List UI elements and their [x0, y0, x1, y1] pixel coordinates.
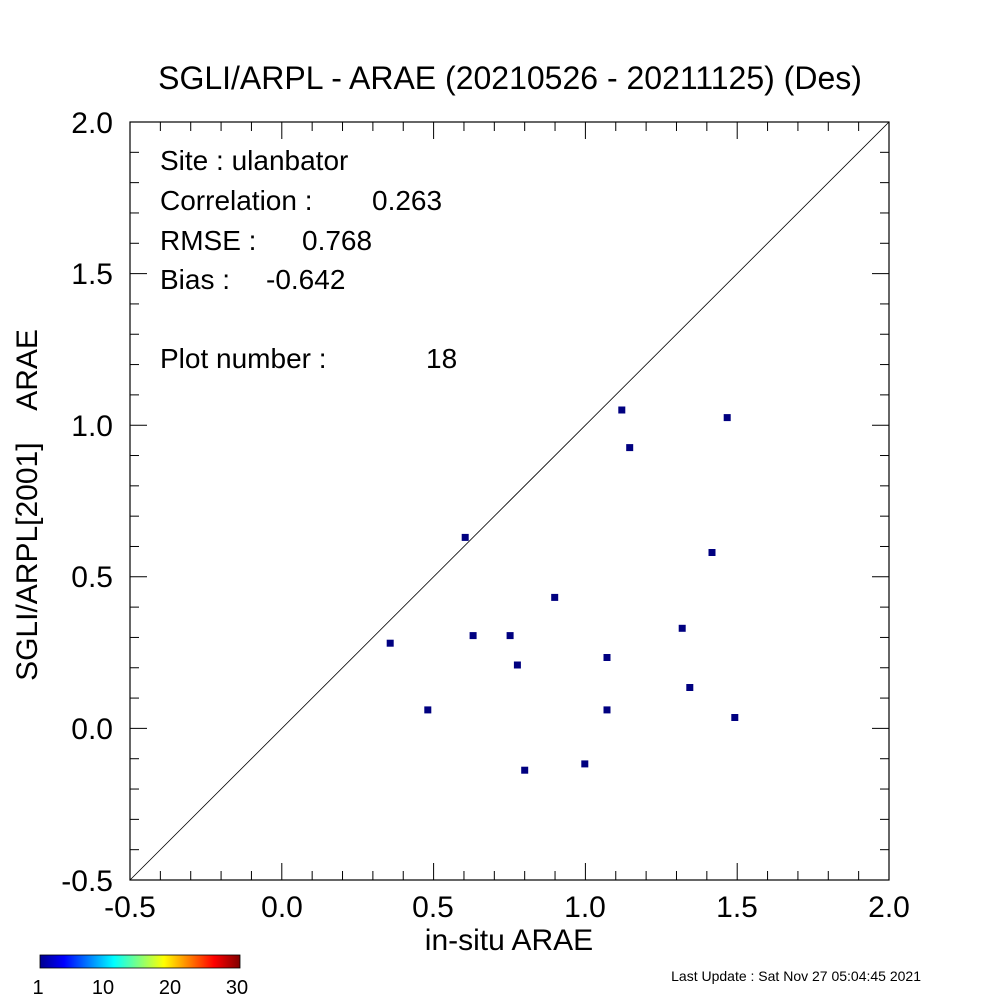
- rmse-label: RMSE :: [160, 225, 256, 256]
- y-tick-label: 2.0: [71, 107, 113, 140]
- data-point: [678, 624, 686, 632]
- last-update-text: Last Update : Sat Nov 27 05:04:45 2021: [671, 968, 921, 984]
- data-point: [731, 714, 739, 721]
- data-point: [386, 639, 394, 647]
- y-tick-label: 1.5: [71, 258, 113, 291]
- data-points: [386, 406, 739, 774]
- data-point: [603, 706, 611, 714]
- data-point: [723, 414, 731, 422]
- colorbar-tick-label: 30: [226, 977, 248, 999]
- colorbar-tick-labels: 1 10 20 30: [32, 977, 248, 999]
- one-to-one-line: [129, 121, 890, 881]
- data-point: [618, 406, 626, 414]
- x-tick-label: 1.5: [716, 891, 758, 924]
- colorbar: [39, 954, 241, 969]
- y-axis-label: SGLI/ARPL[2001] ARAE: [11, 329, 44, 681]
- stats-annotation: Site : ulanbator Correlation : 0.263 RMS…: [160, 145, 457, 374]
- data-point: [581, 760, 589, 768]
- y-tick-label: 0.0: [71, 713, 113, 746]
- bias-value: -0.642: [266, 264, 345, 295]
- correlation-label: Correlation :: [160, 185, 313, 216]
- data-point: [521, 766, 529, 774]
- data-point: [469, 632, 477, 640]
- colorbar-tick-label: 20: [159, 977, 181, 999]
- site-label: Site : ulanbator: [160, 145, 348, 176]
- x-tick-labels: -0.5 0.0 0.5 1.0 1.5 2.0: [104, 891, 910, 924]
- y-tick-label: 0.5: [71, 561, 113, 594]
- x-tick-label: 1.0: [564, 891, 606, 924]
- bias-label: Bias :: [160, 264, 230, 295]
- y-tick-label: -0.5: [61, 865, 113, 898]
- data-point: [424, 706, 432, 714]
- plot-frame: [129, 121, 890, 881]
- plot-number-value: 18: [426, 343, 457, 374]
- data-point: [551, 593, 559, 601]
- x-tick-label: 0.5: [412, 891, 454, 924]
- plot-number-label: Plot number :: [160, 343, 327, 374]
- chart-title: SGLI/ARPL - ARAE (20210526 - 20211125) (…: [158, 60, 862, 96]
- colorbar-tick-label: 10: [92, 977, 114, 999]
- data-point: [708, 549, 716, 556]
- x-tick-label: -0.5: [104, 891, 156, 924]
- data-point: [506, 632, 514, 640]
- correlation-value: 0.263: [372, 185, 442, 216]
- axis-ticks: [129, 121, 890, 881]
- y-tick-labels: -0.5 0.0 0.5 1.0 1.5 2.0: [61, 107, 113, 898]
- colorbar-tick-label: 1: [32, 977, 43, 999]
- y-tick-label: 1.0: [71, 410, 113, 443]
- x-tick-label: 2.0: [868, 891, 910, 924]
- data-point: [626, 444, 634, 452]
- x-tick-label: 0.0: [261, 891, 303, 924]
- rmse-value: 0.768: [302, 225, 372, 256]
- data-point: [686, 684, 694, 691]
- x-axis-label: in-situ ARAE: [425, 924, 593, 957]
- data-point: [461, 533, 469, 541]
- data-point: [513, 661, 521, 669]
- data-point: [603, 654, 611, 661]
